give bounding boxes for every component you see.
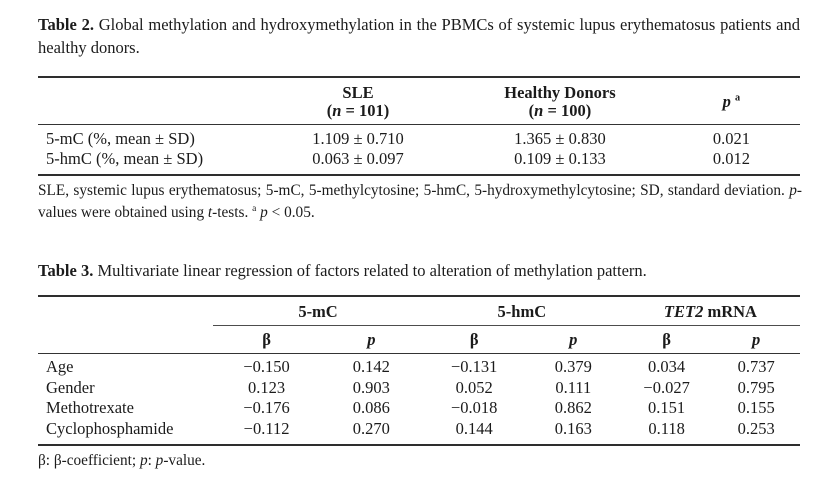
cell-gender-5mc-p: 0.903 [352,377,390,397]
footnote-marker-a: a [735,92,741,104]
subheader-p-5hmc: p [525,325,621,354]
subheader-beta-tet2: β [620,325,713,354]
cell-age-tet2-beta: 0.034 [648,357,686,376]
cell-gender-5hmc-p: 0.111 [555,377,592,397]
cell-5hmc-healthy: 0.109 ± 0.133 [457,149,663,176]
cell-methotrexate-5mc-p: 0.086 [352,398,390,417]
table2-header-sle: SLE (n = 101) [258,77,458,125]
cell-gender-5mc-beta: 0.123 [248,377,286,397]
cell-methotrexate-5hmc-beta: −0.018 [450,398,498,417]
cell-cyclophosphamide-5mc-p: 0.270 [319,418,423,446]
table2: SLE (n = 101) Healthy Donors (n = 100) p… [38,76,800,176]
table3-subheader-row: β p β p β p [38,325,800,354]
table3-group-empty [38,296,213,326]
table3-subheader-empty [38,325,214,354]
row-label-5hmc: 5-hmC (%, mean ± SD) [38,149,259,176]
table3-footnote: β: β-coefficient; p: p-value. [38,452,206,469]
table2-header-healthy-n: (n = 100) [528,100,592,120]
table2-caption-text: Global methylation and hydroxymethylatio… [38,15,800,57]
cell-cyclophosphamide-5hmc-p: 0.163 [525,418,621,446]
cell-cyclophosphamide-tet2-p: 0.253 [712,418,800,446]
cell-5hmc-sle: 0.063 ± 0.097 [258,149,458,176]
subheader-p-5mc: p [319,325,423,354]
table2-header-p: p a [662,77,800,125]
table-row-5mc: 5-mC (%, mean ± SD) 1.109 ± 0.710 1.365 … [38,125,800,150]
p-symbol: p [722,91,731,111]
cell-5mc-healthy: 1.365 ± 0.830 [514,129,606,148]
table3-caption: Table 3. Multivariate linear regression … [38,259,800,282]
cell-gender-tet2-beta: −0.027 [643,377,690,397]
row-label-methotrexate: Methotrexate [46,398,134,417]
table2-footnote: SLE, systemic lupus erythematosus; 5-mC,… [38,182,802,221]
cell-gender-5hmc-beta: 0.052 [455,377,493,397]
row-label-5mc: 5-mC (%, mean ± SD) [46,129,195,148]
table2-caption-label: Table 2. [38,15,94,34]
table2-header-empty [38,77,259,125]
cell-5mc-p: 0.021 [712,129,750,148]
table3-caption-label: Table 3. [38,261,94,280]
row-label-gender: Gender [46,377,95,397]
cell-age-5mc-p: 0.142 [352,357,390,376]
table3: 5-mC 5-hmC TET2 mRNA β p β p β p Age −0.… [38,295,800,446]
cell-methotrexate-tet2-beta: 0.151 [648,398,686,417]
cell-age-5hmc-beta: −0.131 [450,357,498,376]
cell-methotrexate-tet2-p: 0.155 [737,398,775,417]
subheader-p-tet2: p [712,325,800,354]
table-row-5hmc: 5-hmC (%, mean ± SD) 0.063 ± 0.097 0.109… [38,149,800,176]
group-header-5mc: 5-mC [213,296,423,326]
footnote-marker-a: a [252,203,257,214]
cell-age-5hmc-p: 0.379 [554,357,592,376]
table2-caption: Table 2. Global methylation and hydroxym… [38,13,800,59]
table-row-methotrexate: Methotrexate −0.176 0.086 −0.018 0.862 0… [38,398,800,419]
cell-gender-tet2-p: 0.795 [737,377,775,397]
group-header-tet2: TET2 mRNA [620,296,800,326]
table2-header-row: SLE (n = 101) Healthy Donors (n = 100) p… [38,77,800,125]
row-label-cyclophosphamide: Cyclophosphamide [38,418,214,446]
table2-header-healthy-title: Healthy Donors [504,83,616,102]
cell-5mc-sle: 1.109 ± 0.710 [312,129,404,148]
subheader-beta-5hmc: β [422,325,526,354]
table2-header-sle-title: SLE [342,83,374,102]
cell-methotrexate-5hmc-p: 0.862 [554,398,592,417]
subheader-beta-5mc: β [213,325,320,354]
table2-header-healthy: Healthy Donors (n = 100) [457,77,663,125]
cell-cyclophosphamide-tet2-beta: 0.118 [620,418,713,446]
row-label-age: Age [46,357,74,376]
table3-group-header-row: 5-mC 5-hmC TET2 mRNA [38,296,800,326]
table-row-gender: Gender 0.123 0.903 0.052 0.111 −0.027 0.… [38,378,800,399]
group-header-5hmc: 5-hmC [422,296,621,326]
cell-cyclophosphamide-5mc-beta: −0.112 [213,418,320,446]
table-row-age: Age −0.150 0.142 −0.131 0.379 0.034 0.73… [38,354,800,378]
table2-header-sle-n: (n = 101) [326,100,390,120]
cell-cyclophosphamide-5hmc-beta: 0.144 [422,418,526,446]
cell-5hmc-p: 0.012 [662,149,800,176]
table3-caption-text: Multivariate linear regression of factor… [93,261,647,280]
cell-age-5mc-beta: −0.150 [243,357,290,376]
cell-methotrexate-5mc-beta: −0.176 [243,398,290,417]
cell-age-tet2-p: 0.737 [737,357,775,376]
table-row-cyclophosphamide: Cyclophosphamide −0.112 0.270 0.144 0.16… [38,418,800,446]
